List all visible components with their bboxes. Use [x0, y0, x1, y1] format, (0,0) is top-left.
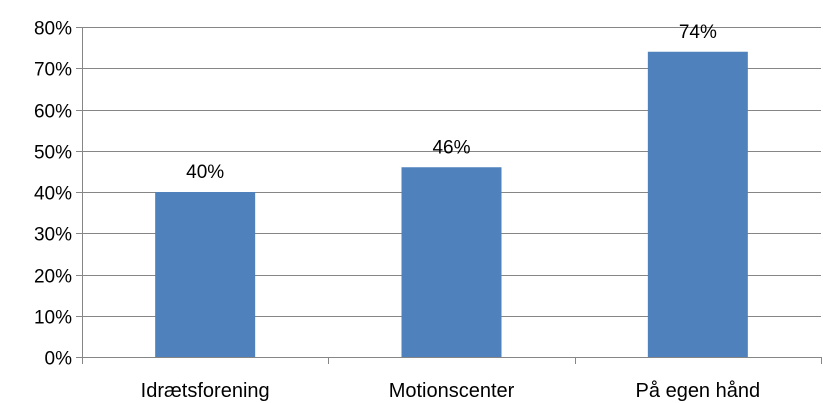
data-labels: 40% 46% 74%: [186, 22, 717, 183]
y-tick-label: 70%: [34, 60, 72, 81]
category-label: Motionscenter: [389, 380, 515, 402]
category-label: På egen hånd: [636, 380, 761, 402]
bar-1: [155, 192, 256, 357]
y-tick-label: 0%: [45, 349, 73, 370]
bar-3: [647, 51, 748, 357]
y-tick-label: 10%: [34, 308, 72, 329]
bar-2: [401, 167, 502, 357]
axes: [82, 27, 821, 358]
data-label: 40%: [186, 162, 224, 183]
y-tick-label: 40%: [34, 184, 72, 205]
bars: [155, 51, 748, 357]
y-tick-label: 20%: [34, 267, 72, 288]
y-tick-label: 50%: [34, 143, 72, 164]
x-axis-ticks: [82, 357, 822, 364]
data-label: 74%: [679, 22, 717, 43]
y-tick-label: 30%: [34, 225, 72, 246]
category-label: Idrætsforening: [141, 380, 270, 402]
y-tick-label: 60%: [34, 102, 72, 123]
y-tick-label: 80%: [34, 19, 72, 40]
category-labels: Idrætsforening Motionscenter På egen hånd: [141, 380, 760, 402]
y-axis-ticks: 0% 10% 20% 30% 40% 50% 60% 70% 80%: [34, 19, 82, 370]
data-label: 46%: [432, 137, 470, 158]
